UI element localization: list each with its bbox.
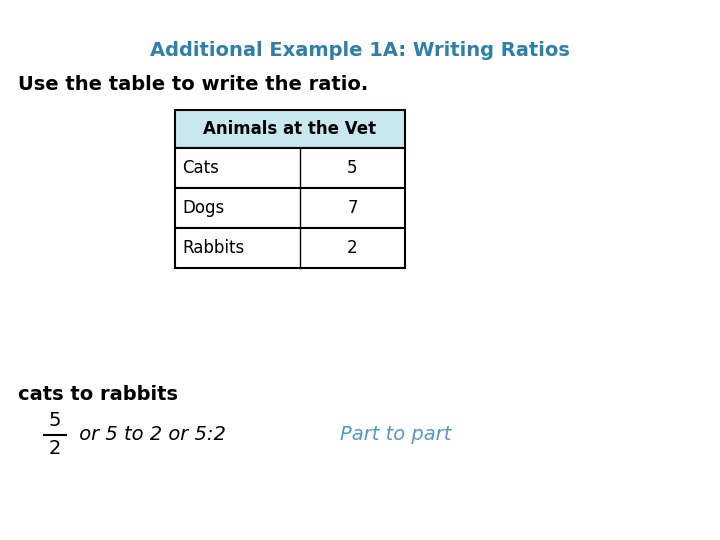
FancyBboxPatch shape bbox=[175, 188, 405, 228]
Text: 7: 7 bbox=[347, 199, 358, 217]
Text: Cats: Cats bbox=[182, 159, 219, 177]
Text: Additional Example 1A: Writing Ratios: Additional Example 1A: Writing Ratios bbox=[150, 40, 570, 59]
Text: 2: 2 bbox=[347, 239, 358, 257]
Text: 5: 5 bbox=[49, 411, 61, 430]
Text: cats to rabbits: cats to rabbits bbox=[18, 386, 178, 404]
Text: or 5 to 2 or 5:2: or 5 to 2 or 5:2 bbox=[73, 426, 226, 444]
Text: Dogs: Dogs bbox=[182, 199, 224, 217]
Text: Rabbits: Rabbits bbox=[182, 239, 244, 257]
Text: Use the table to write the ratio.: Use the table to write the ratio. bbox=[18, 76, 368, 94]
FancyBboxPatch shape bbox=[175, 110, 405, 148]
Text: Animals at the Vet: Animals at the Vet bbox=[204, 120, 377, 138]
FancyBboxPatch shape bbox=[175, 228, 405, 268]
Text: 2: 2 bbox=[49, 440, 61, 458]
FancyBboxPatch shape bbox=[175, 148, 405, 188]
Text: Part to part: Part to part bbox=[340, 426, 451, 444]
Text: 5: 5 bbox=[347, 159, 358, 177]
